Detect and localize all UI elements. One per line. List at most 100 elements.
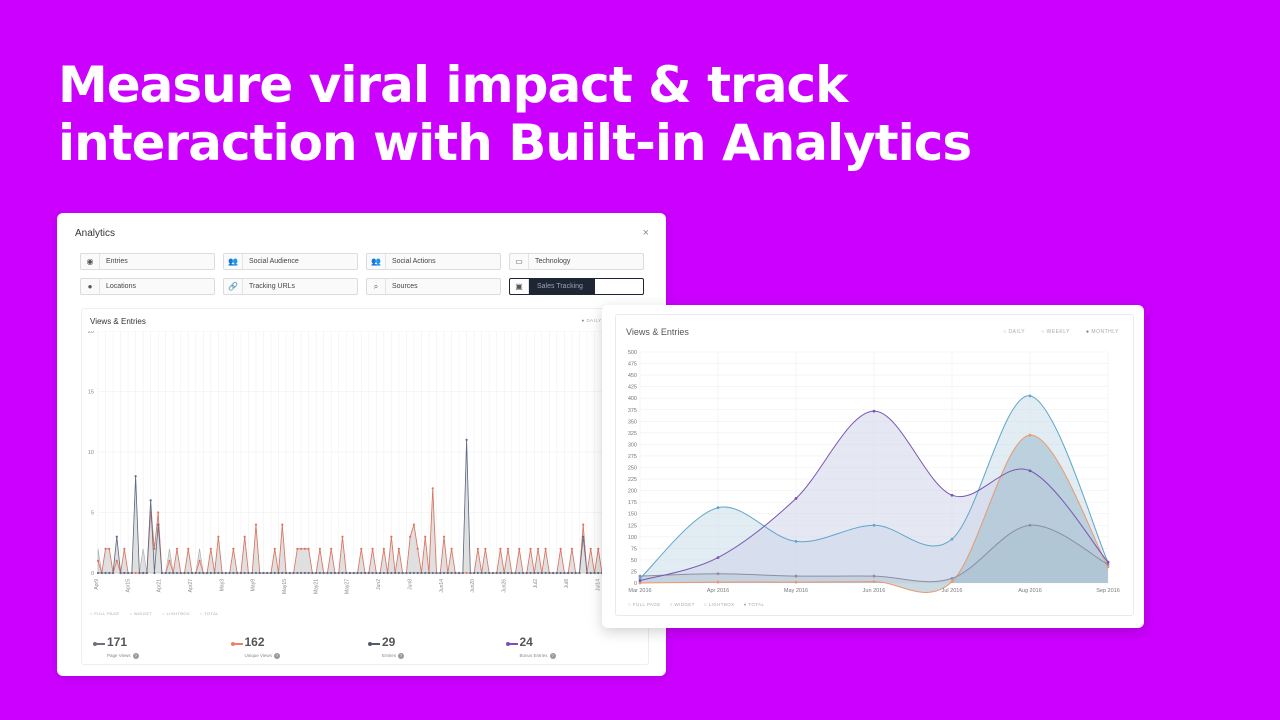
- data-point: [499, 547, 502, 550]
- tab-social-actions[interactable]: 👥 Social Actions: [366, 253, 501, 270]
- headline-line-1: Measure viral impact & track: [58, 56, 848, 114]
- legend-widget[interactable]: WIDGET: [130, 611, 153, 616]
- y-tick-label: 15: [88, 390, 94, 396]
- tab-sales-tracking[interactable]: ▣ Sales Tracking: [509, 278, 644, 295]
- x-tick-label: May3: [219, 579, 225, 591]
- data-point: [123, 547, 126, 550]
- users-icon: 👥: [367, 254, 386, 269]
- headline: Measure viral impact & track interaction…: [58, 56, 972, 172]
- y-tick-label: 250: [628, 466, 637, 472]
- y-tick-label: 325: [628, 431, 637, 437]
- data-point: [518, 571, 521, 575]
- x-tick-label: Jul14: [595, 579, 601, 591]
- data-point: [416, 547, 419, 550]
- data-point: [202, 571, 205, 575]
- data-point: [597, 547, 600, 550]
- tab-tracking-urls[interactable]: 🔗 Tracking URLs: [223, 278, 358, 295]
- y-tick-label: 475: [628, 362, 637, 368]
- data-point: [424, 535, 427, 538]
- data-point: [315, 571, 318, 575]
- mode-monthly[interactable]: MONTHLY: [1086, 329, 1119, 335]
- data-point: [716, 580, 720, 584]
- x-tick-label: May9: [251, 579, 257, 591]
- data-point: [1028, 433, 1032, 437]
- tab-social-audience[interactable]: 👥 Social Audience: [223, 253, 358, 270]
- data-point: [330, 547, 333, 550]
- line-widget: [98, 439, 602, 574]
- data-point: [401, 571, 404, 575]
- data-point: [503, 571, 506, 575]
- data-point: [533, 571, 536, 575]
- close-icon[interactable]: ×: [642, 227, 649, 239]
- data-point: [510, 571, 513, 575]
- data-point: [450, 571, 453, 575]
- y-tick-label: 275: [628, 454, 637, 460]
- search-icon: ⌕: [367, 279, 386, 294]
- monthly-chart-card: Views & Entries DAILY WEEKLY MONTHLY 0 25…: [602, 305, 1144, 628]
- data-point: [341, 535, 344, 538]
- data-point: [416, 571, 419, 575]
- mode-daily[interactable]: DAILY: [1003, 329, 1025, 335]
- data-point: [1028, 469, 1032, 473]
- tab-technology[interactable]: ▭ Technology: [509, 253, 644, 270]
- mode-weekly[interactable]: WEEKLY: [1041, 329, 1070, 335]
- area-total: [97, 439, 603, 574]
- tab-locations[interactable]: ● Locations: [80, 278, 215, 295]
- data-point: [307, 571, 310, 575]
- data-point: [198, 559, 201, 562]
- data-point: [142, 571, 145, 575]
- data-point: [412, 571, 416, 575]
- data-point: [175, 547, 179, 550]
- data-point: [126, 571, 130, 575]
- legend-widget[interactable]: WIDGET: [670, 602, 695, 607]
- data-point: [950, 537, 954, 541]
- data-point: [431, 571, 434, 575]
- data-point: [872, 523, 876, 527]
- data-point: [382, 571, 385, 575]
- y-tick-label: 5: [91, 511, 94, 517]
- data-point: [164, 571, 167, 575]
- data-point: [205, 571, 209, 575]
- data-point: [716, 556, 720, 559]
- data-point: [536, 547, 540, 550]
- data-point: [345, 571, 348, 575]
- series-marker: [368, 642, 380, 646]
- globe-icon: ●: [81, 279, 100, 294]
- tab-sources[interactable]: ⌕ Sources: [366, 278, 501, 295]
- data-point: [254, 523, 258, 526]
- legend-full-page[interactable]: FULL PAGE: [90, 611, 120, 616]
- data-point: [134, 571, 137, 575]
- data-point: [442, 571, 446, 575]
- legend-lightbox[interactable]: LIGHTBOX: [162, 611, 190, 616]
- data-point: [491, 571, 495, 575]
- data-point: [585, 571, 589, 575]
- legend-full-page[interactable]: FULL PAGE: [628, 602, 661, 607]
- data-point: [461, 571, 464, 575]
- tab-label: Social Actions: [392, 258, 436, 265]
- data-point: [378, 571, 382, 575]
- legend-total[interactable]: TOTAL: [200, 611, 219, 616]
- data-point: [281, 571, 284, 575]
- data-point: [157, 523, 160, 526]
- legend-total[interactable]: TOTAL: [744, 602, 765, 607]
- data-point: [570, 571, 574, 575]
- tab-label: Technology: [535, 258, 571, 265]
- y-tick-label: 75: [631, 546, 637, 552]
- stat-label: Entries: [382, 653, 404, 659]
- data-point: [397, 547, 400, 550]
- data-point: [224, 571, 227, 575]
- stat-label: Bonus Entries: [520, 653, 556, 659]
- data-point: [330, 571, 333, 575]
- x-tick-label: Jul 2016: [942, 588, 963, 594]
- data-point: [548, 571, 551, 575]
- data-point: [187, 547, 190, 550]
- tab-entries[interactable]: ◉ Entries: [80, 253, 215, 270]
- data-point: [307, 547, 310, 550]
- tab-label: Sales Tracking: [529, 279, 595, 294]
- legend-lightbox[interactable]: LIGHTBOX: [704, 602, 735, 607]
- data-point: [179, 571, 182, 575]
- data-point: [371, 571, 374, 575]
- link-icon: 🔗: [224, 279, 243, 294]
- mode-daily[interactable]: DAILY: [581, 318, 601, 323]
- data-point: [115, 535, 118, 538]
